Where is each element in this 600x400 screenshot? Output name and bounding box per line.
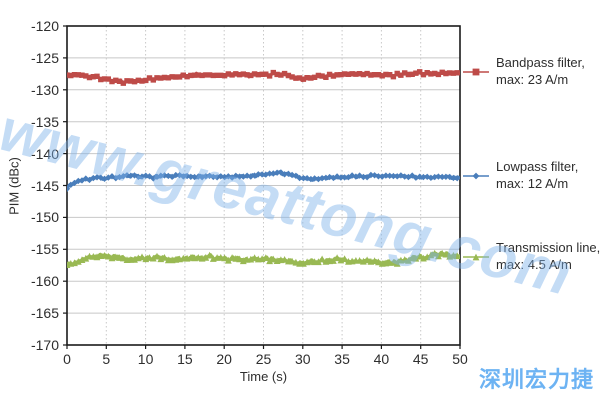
brand-watermark: 深圳宏力捷 [479, 367, 595, 392]
legend-entry-lowpass-filter: Lowpass filter, max: 12 A/m [461, 159, 578, 192]
legend-marker-icon [463, 172, 489, 180]
legend-entry-transmission-line: Transmission line, max: 4.5 A/m [461, 240, 600, 273]
legend-label-line2: max: 12 A/m [496, 175, 569, 191]
legend-label-line1: Lowpass filter, [496, 159, 579, 174]
y-axis-title: PIM (dBc) [6, 157, 22, 215]
legend-label-bandpass: Bandpass filter, max: 23 A/m [496, 55, 585, 88]
legend-label-line2: max: 4.5 A/m [496, 256, 572, 272]
legend-entry-bandpass-filter: Bandpass filter, max: 23 A/m [461, 55, 585, 88]
legend-label-line1: Bandpass filter, [496, 55, 585, 70]
legend-marker-icon [463, 68, 489, 76]
legend-label-line1: Transmission line, [496, 240, 600, 255]
legend-marker-bandpass [461, 65, 491, 79]
legend-label-lowpass: Lowpass filter, max: 12 A/m [496, 159, 578, 192]
legend-marker-icon [463, 253, 489, 261]
legend-marker-transmission [461, 250, 491, 264]
legend-marker-lowpass [461, 169, 491, 183]
x-axis-title: Time (s) [239, 369, 288, 384]
legend-label-transmission: Transmission line, max: 4.5 A/m [496, 240, 600, 273]
legend-label-line2: max: 23 A/m [496, 71, 569, 87]
